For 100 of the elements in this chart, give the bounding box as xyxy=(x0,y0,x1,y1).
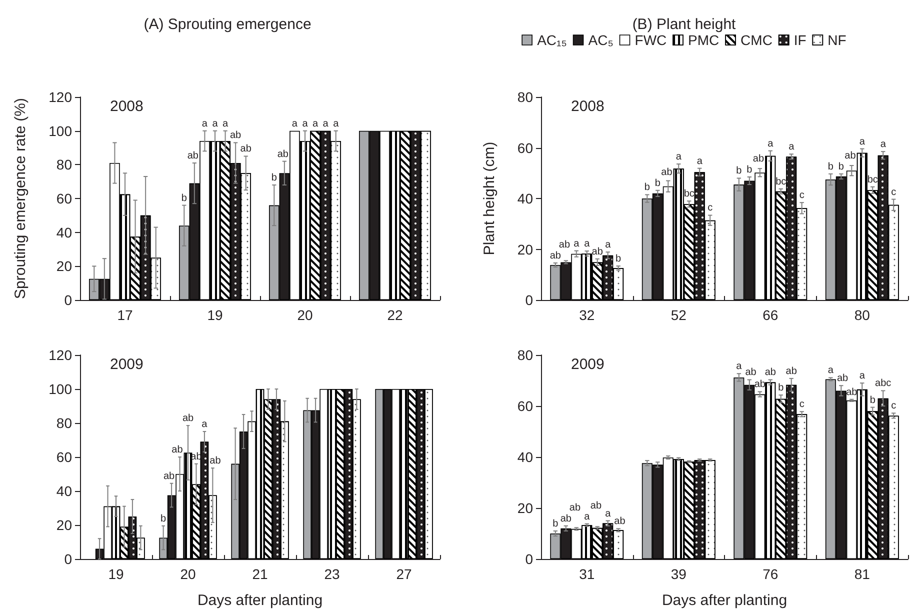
y-tick-label: 60 xyxy=(517,398,534,414)
legend-label: AC₁₅ xyxy=(537,32,567,48)
x-tick-label: 32 xyxy=(579,307,595,323)
data-label: a xyxy=(202,118,208,130)
x-tick-label: 66 xyxy=(762,307,778,323)
x-axis-title: Days after planting xyxy=(662,592,788,609)
data-label: b xyxy=(616,253,622,264)
data-label: b xyxy=(828,161,834,172)
legend-label: IF xyxy=(794,32,806,48)
data-label: b xyxy=(552,518,559,530)
y-tick-label: 0 xyxy=(64,292,72,308)
data-label: ab xyxy=(786,366,798,377)
data-label: ab xyxy=(182,413,194,424)
data-label: a xyxy=(584,238,590,250)
legend-label: NF xyxy=(828,32,846,48)
data-label: a xyxy=(574,238,580,250)
x-tick-label: 76 xyxy=(762,566,778,582)
x-tick-label: 81 xyxy=(854,566,870,582)
data-label: ab xyxy=(837,373,849,384)
data-label: ab xyxy=(590,500,602,512)
data-label: a xyxy=(333,118,340,130)
data-label: ab xyxy=(661,166,673,178)
x-tick-label: 20 xyxy=(180,566,196,582)
y-tick-label: 80 xyxy=(56,415,72,431)
legend-label: AC₅ xyxy=(588,32,614,48)
data-label: ab xyxy=(240,144,252,155)
data-label: a xyxy=(302,118,308,130)
data-label: abc xyxy=(875,378,892,390)
data-label: a xyxy=(736,361,742,372)
data-label: bc xyxy=(867,174,878,186)
y-tick-label: 120 xyxy=(48,347,72,363)
y-tick-label: 0 xyxy=(525,551,534,567)
data-label: a xyxy=(322,118,329,130)
data-label: b xyxy=(736,166,742,177)
y-tick-label: 120 xyxy=(48,89,72,105)
y-tick-label: 40 xyxy=(56,483,72,499)
data-label: ab xyxy=(844,150,856,162)
data-label: ab xyxy=(745,367,757,378)
x-tick-label: 22 xyxy=(387,307,403,323)
y-axis-title: Plant height (cm) xyxy=(481,142,498,256)
y-tick-label: 0 xyxy=(64,551,72,567)
data-label: a xyxy=(605,240,612,251)
data-label: a xyxy=(696,156,703,167)
x-tick-label: 17 xyxy=(117,307,133,323)
data-label: b xyxy=(778,382,784,394)
data-label: b xyxy=(160,513,167,524)
data-label: ab xyxy=(764,367,776,378)
x-tick-label: 31 xyxy=(579,566,595,582)
data-label: c xyxy=(799,399,804,410)
data-label: b xyxy=(654,178,661,189)
y-tick-label: 20 xyxy=(56,517,72,533)
y-tick-label: 40 xyxy=(517,190,534,206)
data-label: ab xyxy=(558,239,570,250)
data-label: b xyxy=(181,192,188,204)
data-label: ab xyxy=(230,130,242,142)
data-label: a xyxy=(312,118,319,130)
data-label: bc xyxy=(684,188,694,200)
data-label: c xyxy=(891,186,896,198)
chart-title: (A) Sprouting emergence xyxy=(144,16,312,33)
data-label: a xyxy=(859,136,866,148)
y-tick-label: 40 xyxy=(517,449,534,465)
chart-title: (B) Plant height xyxy=(632,16,737,33)
data-label: ab xyxy=(550,250,562,262)
data-label: a xyxy=(859,370,866,382)
data-label: a xyxy=(292,118,298,130)
data-label: ab xyxy=(754,379,766,390)
y-tick-label: 100 xyxy=(48,381,72,397)
data-label: a xyxy=(584,511,590,522)
data-label: b xyxy=(746,164,753,176)
x-tick-label: 23 xyxy=(324,566,340,582)
data-label: c xyxy=(708,202,713,214)
x-tick-label: 20 xyxy=(297,307,313,323)
data-label: b xyxy=(838,161,844,172)
data-label: ab xyxy=(172,444,184,456)
data-label: ab xyxy=(163,470,176,482)
x-tick-label: 27 xyxy=(396,566,412,582)
data-label: ab xyxy=(846,386,858,398)
data-label: b xyxy=(271,172,278,184)
x-tick-label: 39 xyxy=(670,566,687,582)
y-tick-label: 80 xyxy=(517,347,534,363)
y-tick-label: 80 xyxy=(517,89,534,105)
data-label: a xyxy=(222,118,229,130)
data-label: ab xyxy=(614,516,626,528)
x-tick-label: 80 xyxy=(854,307,870,323)
data-label: a xyxy=(880,139,886,150)
data-label: a xyxy=(676,151,682,162)
annotation: 2009 xyxy=(571,356,604,373)
data-label: ab xyxy=(752,153,764,164)
y-tick-label: 100 xyxy=(48,122,72,139)
legend-label: PMC xyxy=(688,32,720,48)
x-tick-label: 19 xyxy=(108,566,124,582)
x-tick-label: 19 xyxy=(207,307,223,323)
annotation: 2008 xyxy=(110,98,144,115)
data-label: ab xyxy=(210,456,222,467)
legend-label: CMC xyxy=(740,32,772,48)
data-label: a xyxy=(768,138,774,150)
annotation: 2008 xyxy=(571,98,604,115)
y-tick-label: 60 xyxy=(56,190,72,206)
x-tick-label: 52 xyxy=(670,307,687,323)
y-tick-label: 20 xyxy=(517,241,534,258)
